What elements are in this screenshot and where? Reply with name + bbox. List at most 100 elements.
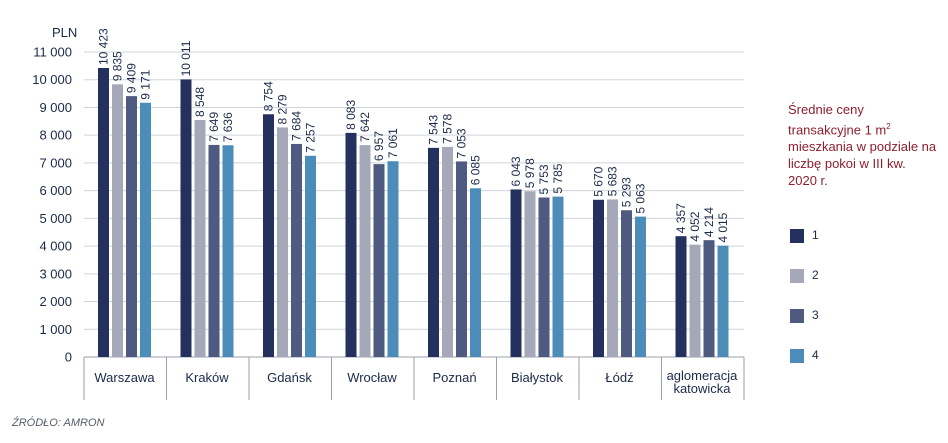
data-label: 8 083 — [344, 100, 358, 130]
bar — [180, 79, 192, 357]
data-label: 7 649 — [207, 112, 221, 142]
y-unit-label: PLN — [52, 25, 77, 40]
y-tick-label: 0 — [65, 350, 72, 365]
data-label: 9 409 — [125, 63, 139, 93]
data-label: 5 293 — [620, 177, 634, 207]
chart-title: Średnie ceny transakcyjne 1 m2 mieszkani… — [788, 101, 938, 189]
bar — [538, 197, 550, 357]
bar — [607, 199, 618, 357]
bar — [263, 114, 274, 357]
x-category-label: katowicka — [673, 381, 731, 396]
legend-swatch — [790, 269, 804, 283]
bar — [194, 119, 206, 357]
bar — [552, 196, 564, 357]
data-label: 7 636 — [221, 112, 235, 142]
data-label: 10 423 — [97, 28, 111, 65]
y-tick-label: 9 000 — [39, 100, 72, 115]
bar — [98, 67, 109, 358]
x-category-label: Warszawa — [94, 370, 155, 385]
data-label: 6 957 — [372, 131, 386, 161]
legend-item: 3 — [790, 308, 850, 324]
x-category-label: Kraków — [185, 370, 229, 385]
data-label: 7 053 — [455, 128, 469, 158]
bar — [277, 127, 288, 357]
x-category-label: Poznań — [432, 370, 476, 385]
title-superscript: 2 — [886, 122, 891, 131]
bar — [621, 210, 632, 357]
title-text: Średnie ceny transakcyjne 1 m — [788, 102, 887, 138]
data-label: 5 670 — [592, 166, 606, 196]
bar — [470, 188, 481, 357]
y-tick-label: 4 000 — [39, 239, 72, 254]
data-label: 9 835 — [111, 51, 125, 81]
bar — [126, 96, 137, 358]
y-tick-label: 11 000 — [33, 45, 72, 60]
data-label: 8 279 — [276, 94, 290, 124]
bar — [510, 189, 522, 357]
data-label: 4 052 — [688, 211, 702, 241]
legend-label: 1 — [812, 228, 819, 242]
bar — [140, 102, 151, 357]
data-label: 7 543 — [427, 114, 441, 144]
data-label: 7 642 — [358, 112, 372, 142]
bars — [98, 67, 729, 358]
data-label: 7 684 — [290, 111, 304, 141]
x-category-label: Białystok — [511, 370, 564, 385]
gridlines — [84, 51, 744, 358]
data-label: 7 257 — [304, 122, 318, 152]
data-label: 7 061 — [386, 128, 400, 158]
data-label: 7 578 — [441, 114, 455, 144]
legend-label: 3 — [812, 308, 819, 322]
data-label: 5 063 — [634, 183, 648, 213]
x-category-label: aglomeracja — [667, 368, 739, 383]
source-note: ŹRÓDŁO: AMRON — [12, 417, 105, 429]
data-label: 8 754 — [262, 81, 276, 111]
bar — [359, 145, 371, 357]
bar — [717, 245, 729, 357]
bar — [675, 236, 687, 357]
data-label: 4 015 — [716, 212, 730, 242]
bar — [387, 161, 399, 357]
legend-item: 1 — [790, 228, 850, 244]
bar — [635, 216, 646, 357]
y-tick-label: 8 000 — [39, 128, 72, 143]
bar — [456, 161, 467, 357]
bar-chart: 0 1 000 2 000 3 000 4 000 5 000 6 000 7 000 8 00… — [32, 25, 745, 400]
data-label: 5 753 — [537, 164, 551, 194]
data-label: 10 011 — [179, 40, 193, 76]
x-category-label: Wrocław — [347, 370, 397, 385]
y-tick-label: 6 000 — [39, 183, 72, 198]
data-label: 8 548 — [193, 87, 207, 117]
y-tick-label: 7 000 — [39, 155, 72, 170]
y-tick-label: 3 000 — [39, 266, 72, 281]
legend-swatch — [790, 349, 804, 363]
legend-item: 4 — [790, 348, 850, 364]
bar — [208, 144, 220, 357]
data-label: 6 043 — [509, 156, 523, 186]
bar — [524, 191, 536, 357]
bar — [442, 146, 453, 357]
legend-label: 2 — [812, 268, 819, 282]
data-label: 5 683 — [606, 166, 620, 196]
data-label: 6 085 — [469, 155, 483, 185]
bar — [689, 244, 701, 357]
legend-swatch — [790, 309, 804, 323]
data-label: 5 978 — [523, 158, 537, 188]
y-tick-label: 5 000 — [39, 211, 72, 226]
data-label: 4 214 — [702, 207, 716, 237]
data-label: 9 171 — [139, 69, 153, 99]
bar — [373, 164, 385, 357]
bar — [703, 240, 715, 357]
bar — [345, 132, 357, 357]
legend-swatch — [790, 229, 804, 243]
title-text-rest: mieszkania w podziale na liczbę pokoi w … — [788, 139, 937, 189]
bar — [593, 199, 604, 357]
bar — [428, 147, 439, 357]
y-tick-label: 1 000 — [39, 322, 72, 337]
legend-item: 2 — [790, 268, 850, 284]
bar — [222, 145, 234, 357]
y-axis: 0 1 000 2 000 3 000 4 000 5 000 6 000 7 000 8 00… — [32, 45, 72, 365]
bar — [305, 155, 316, 357]
bar — [112, 84, 123, 357]
